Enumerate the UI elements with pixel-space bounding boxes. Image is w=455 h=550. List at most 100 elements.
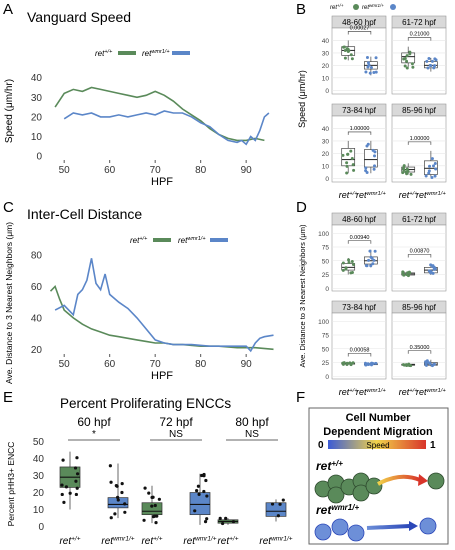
data-point <box>365 144 369 148</box>
schematic-mut-label: retwmr1/+ <box>316 503 359 517</box>
panel-letter-e: E <box>3 389 13 406</box>
p-value-bracket <box>407 37 432 41</box>
speed-colorbar <box>328 440 426 449</box>
facet-panel: 48-60 hpf 0 25 50 75 100 0.00940 <box>318 212 387 293</box>
data-point <box>364 70 368 74</box>
data-point <box>60 492 64 497</box>
panel-f-title-2: Dependent Migration <box>323 426 433 438</box>
y-tick-label: 40 <box>322 38 330 45</box>
data-point <box>150 495 154 500</box>
data-point <box>424 363 428 367</box>
legend-b: ret+/+ retwmr1/+ <box>330 3 396 11</box>
data-point <box>344 267 348 271</box>
facet-strip-label: 48-60 hpf <box>342 18 377 27</box>
data-point <box>147 491 151 495</box>
data-point <box>432 164 436 168</box>
y-tick-label: 40 <box>322 126 330 133</box>
data-point <box>75 456 79 460</box>
y-axis-label: Ave. Distance to 3 Nearest Neighbors (μm… <box>4 222 14 384</box>
p-value-label: 1.00000 <box>350 126 370 132</box>
data-point <box>406 363 410 367</box>
y-tick-label: 0 <box>325 88 329 95</box>
series-line-mut <box>63 110 270 146</box>
facet-panel: 85-96 hpf 0.35000 ret+/+retwmr1/+ <box>391 300 447 397</box>
data-point <box>108 464 112 468</box>
y-tick-label: 20 <box>322 151 330 158</box>
y-tick-label: 40 <box>31 73 43 84</box>
mut-cell-cluster <box>314 518 365 542</box>
data-point <box>372 167 376 171</box>
data-point <box>430 157 434 161</box>
y-tick-label: 50 <box>322 346 330 353</box>
data-point <box>351 163 355 167</box>
data-point <box>429 263 433 267</box>
speed-scale-max: 1 <box>430 440 436 451</box>
y-tick-label: 75 <box>322 333 330 340</box>
data-point <box>430 175 434 179</box>
data-point <box>434 167 438 171</box>
data-point <box>349 363 353 367</box>
facet-strip-label: 61-72 hpf <box>402 215 437 224</box>
legend-a-mut: retwmr1/+ <box>142 49 170 58</box>
data-point <box>402 168 406 172</box>
facet-strip-label: 73-84 hpf <box>342 303 377 312</box>
data-point <box>341 268 345 272</box>
data-point <box>405 167 409 171</box>
data-point <box>113 512 117 516</box>
data-point <box>428 164 432 168</box>
legend-b-mut-dot <box>390 4 396 10</box>
data-point <box>203 520 208 524</box>
data-point <box>116 495 120 499</box>
p-value-bracket <box>407 254 432 258</box>
facet-plot-area <box>331 115 387 183</box>
panel-letter-a: A <box>3 1 13 18</box>
data-point <box>350 57 354 61</box>
data-point <box>196 484 201 488</box>
data-point <box>346 47 350 51</box>
data-point <box>401 171 405 175</box>
x-tick-label: retwmr1/+ <box>259 536 292 548</box>
data-point <box>143 486 147 490</box>
data-point <box>341 153 345 157</box>
data-point <box>431 265 435 269</box>
data-point <box>364 169 368 173</box>
facet-plot-area <box>391 312 447 380</box>
data-point <box>204 478 208 483</box>
data-point <box>114 484 118 488</box>
p-value-label: 1.00000 <box>410 136 430 142</box>
data-point <box>429 271 433 275</box>
x-tick-label: ret+/+ <box>141 536 162 548</box>
speed-scale-min: 0 <box>318 440 324 451</box>
x-tick-label: 80 <box>195 165 207 176</box>
y-tick-label: 50 <box>33 437 45 448</box>
data-point <box>367 258 371 262</box>
series-line-wt <box>49 285 274 351</box>
data-point <box>349 149 353 153</box>
y-tick-label: 0 <box>36 152 42 163</box>
data-point <box>120 482 124 486</box>
y-tick-label: 25 <box>322 272 330 279</box>
y-tick-label: 30 <box>33 471 45 482</box>
data-point <box>433 57 437 61</box>
significance-label: NS <box>245 429 259 440</box>
x-tick-label: ret+/+ <box>399 387 419 397</box>
legend-b-wt-dot <box>353 4 359 10</box>
data-point <box>430 59 434 63</box>
data-point <box>425 59 429 63</box>
data-point <box>346 50 350 54</box>
data-point <box>427 171 431 175</box>
data-point <box>60 483 64 487</box>
significance-label: * <box>92 429 96 440</box>
data-point <box>193 509 197 513</box>
data-point <box>408 52 412 56</box>
data-point <box>345 171 349 175</box>
data-point <box>369 65 373 69</box>
data-point <box>428 63 432 67</box>
data-point <box>405 59 409 63</box>
data-point <box>343 48 347 52</box>
legend-a-mut-swatch <box>172 51 190 55</box>
p-value-label: 0.00058 <box>350 348 370 354</box>
data-point <box>75 472 80 476</box>
data-point <box>342 45 346 49</box>
x-axis-label: HPF <box>151 176 173 188</box>
